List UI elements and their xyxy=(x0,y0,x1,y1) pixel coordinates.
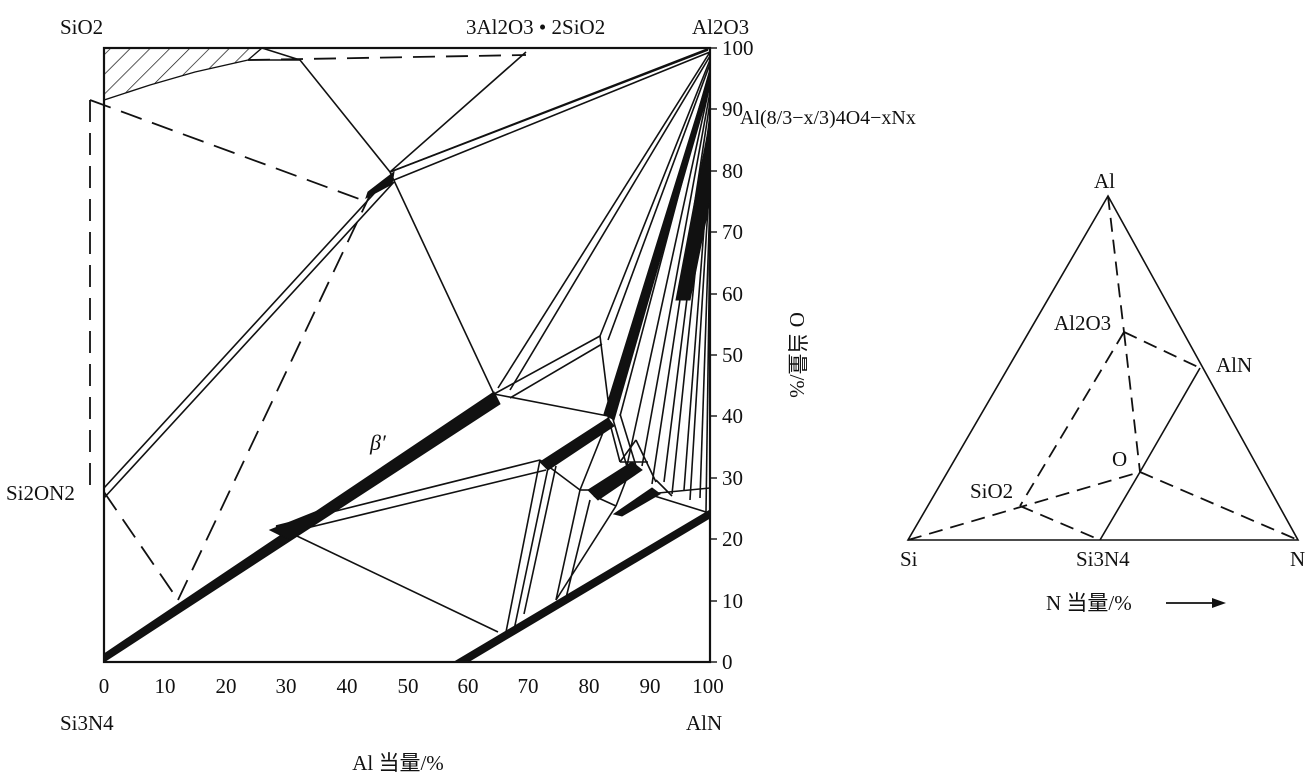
composition-labels: SiO2 3Al2O3 • 2SiO2 Al2O3 Si2ON2 Si3N4 A… xyxy=(6,15,916,735)
x-tick-70: 70 xyxy=(518,674,539,698)
dashed-tie-lines xyxy=(89,54,527,601)
x-tick-40: 40 xyxy=(337,674,358,698)
label-mullite: 3Al2O3 • 2SiO2 xyxy=(466,15,605,39)
y-tick-20: 20 xyxy=(722,527,743,551)
square-phase-diagram: 0 10 20 30 40 50 60 70 80 90 100 0 10 20… xyxy=(6,15,916,775)
phase-boundaries xyxy=(103,47,711,633)
triangle-point-al2o3: Al2O3 xyxy=(1054,311,1111,335)
x-axis-tick-labels: 0 10 20 30 40 50 60 70 80 90 100 xyxy=(99,674,724,698)
x-tick-80: 80 xyxy=(579,674,600,698)
triangle-vertex-al: Al xyxy=(1094,169,1115,193)
y-tick-100: 100 xyxy=(722,36,754,60)
x-tick-30: 30 xyxy=(276,674,297,698)
label-beta-prime: β′ xyxy=(369,430,387,455)
x-tick-20: 20 xyxy=(216,674,237,698)
y-tick-90: 90 xyxy=(722,97,743,121)
y-tick-0: 0 xyxy=(722,650,733,674)
y-axis-title: O 当量/% xyxy=(785,312,809,398)
x-tick-50: 50 xyxy=(398,674,419,698)
triangle-point-aln: AlN xyxy=(1216,353,1252,377)
triangle-point-sio2: SiO2 xyxy=(970,479,1013,503)
y-tick-30: 30 xyxy=(722,466,743,490)
x-tick-60: 60 xyxy=(458,674,479,698)
triangle-point-o: O xyxy=(1112,447,1127,471)
triangle-vertex-n: N xyxy=(1290,547,1305,571)
label-si3n4-corner: Si3N4 xyxy=(60,711,114,735)
x-axis-title: Al 当量/% xyxy=(352,751,444,775)
y-tick-70: 70 xyxy=(722,220,743,244)
x-tick-0: 0 xyxy=(99,674,110,698)
triangle-axis-title: N 当量/% xyxy=(1046,591,1132,615)
y-tick-40: 40 xyxy=(722,404,743,428)
thick-phase-bands xyxy=(103,71,711,663)
triangle-point-si3n4: Si3N4 xyxy=(1076,547,1130,571)
label-si2on2: Si2ON2 xyxy=(6,481,75,505)
triangle-diagram: Al Si N Al2O3 AlN SiO2 Si3N4 O N 当量/% xyxy=(900,169,1305,615)
triangle-vertex-si: Si xyxy=(900,547,918,571)
hatched-region xyxy=(103,47,264,101)
triangle-solid-lines xyxy=(1099,367,1201,541)
y-tick-80: 80 xyxy=(722,159,743,183)
y-tick-10: 10 xyxy=(722,589,743,613)
y-tick-50: 50 xyxy=(722,343,743,367)
x-tick-10: 10 xyxy=(155,674,176,698)
label-al2o3-corner: Al2O3 xyxy=(692,15,749,39)
triangle-frame xyxy=(906,194,1300,541)
y-axis-tick-labels: 0 10 20 30 40 50 60 70 80 90 100 xyxy=(722,36,754,674)
y-tick-60: 60 xyxy=(722,282,743,306)
triangle-dashed-lines xyxy=(907,195,1299,541)
x-tick-100: 100 xyxy=(692,674,724,698)
y-axis-ticks xyxy=(710,47,717,663)
label-formula: Al(8/3−x/3)4O4−xNx xyxy=(740,107,916,129)
triangle-labels: Al Si N Al2O3 AlN SiO2 Si3N4 O N 当量/% xyxy=(900,169,1305,615)
label-aln-corner: AlN xyxy=(686,711,722,735)
arrow-right-icon xyxy=(1166,598,1226,608)
label-sio2-corner: SiO2 xyxy=(60,15,103,39)
x-tick-90: 90 xyxy=(640,674,661,698)
